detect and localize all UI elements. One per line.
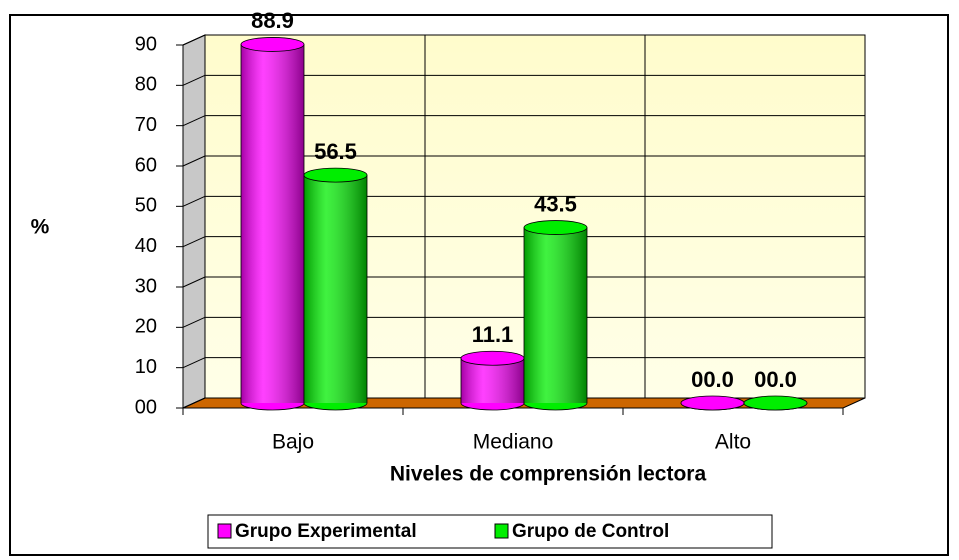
cylinder	[743, 395, 808, 411]
cylinder	[680, 395, 745, 411]
grid-line	[182, 316, 206, 328]
y-tick-label: 20	[135, 316, 157, 338]
x-axis-title: Niveles de comprensión lectora	[390, 463, 707, 486]
cylinder-top	[303, 167, 368, 183]
data-label: 56.5	[314, 139, 357, 164]
data-label: 00.0	[691, 367, 734, 392]
grid-line	[182, 115, 206, 127]
y-tick-label: 80	[135, 74, 157, 96]
y-tick-label: 40	[135, 235, 157, 257]
cylinder-side	[523, 227, 588, 403]
x-tick-label: Bajo	[272, 431, 314, 454]
cylinder-bottom	[303, 402, 368, 411]
cylinder-top	[743, 395, 808, 411]
data-label: 00.0	[754, 367, 797, 392]
y-tick-label: 60	[135, 154, 157, 176]
grid-line	[182, 155, 206, 167]
cylinder	[523, 220, 588, 411]
data-label: 43.5	[534, 191, 577, 216]
cylinder-top	[523, 220, 588, 235]
side-wall	[182, 34, 206, 409]
legend-swatch	[494, 523, 509, 539]
grid-line	[182, 195, 206, 207]
legend-label: Grupo Experimental	[235, 521, 417, 542]
y-tick-label: 70	[135, 114, 157, 136]
y-tick-label: 50	[135, 195, 157, 217]
x-tick-label: Alto	[715, 431, 751, 454]
cylinder	[303, 167, 368, 411]
cylinder	[240, 37, 305, 411]
x-tick-label: Mediano	[473, 431, 554, 454]
cylinder-shade	[241, 44, 304, 403]
legend-swatch	[217, 523, 232, 539]
cylinder-bottom	[240, 402, 305, 411]
cylinder	[460, 350, 525, 411]
grid-line	[182, 357, 206, 369]
legend-label: Grupo de Control	[512, 521, 669, 542]
y-tick-label: 90	[135, 33, 157, 55]
grid-line	[182, 34, 206, 46]
grid-line	[182, 74, 206, 86]
cylinder-bottom	[523, 402, 588, 411]
grid-line	[182, 236, 206, 248]
y-axis-title: %	[31, 216, 50, 239]
y-tick-label: 10	[135, 356, 157, 378]
cylinder-top	[460, 350, 525, 366]
legend	[207, 514, 773, 549]
data-label: 88.9	[251, 8, 294, 33]
cylinder-top	[680, 395, 745, 411]
y-tick-label: 00	[135, 396, 157, 418]
cylinder-shade	[524, 227, 587, 403]
grid-line	[182, 276, 206, 288]
y-tick-label: 30	[135, 275, 157, 297]
data-label: 11.1	[472, 322, 514, 347]
cylinder-shade	[304, 175, 367, 403]
cylinder-bottom	[460, 402, 525, 411]
cylinder-side	[303, 175, 368, 403]
grid-line	[182, 397, 206, 409]
cylinder-shade	[461, 358, 524, 403]
cylinder-top	[240, 37, 305, 52]
